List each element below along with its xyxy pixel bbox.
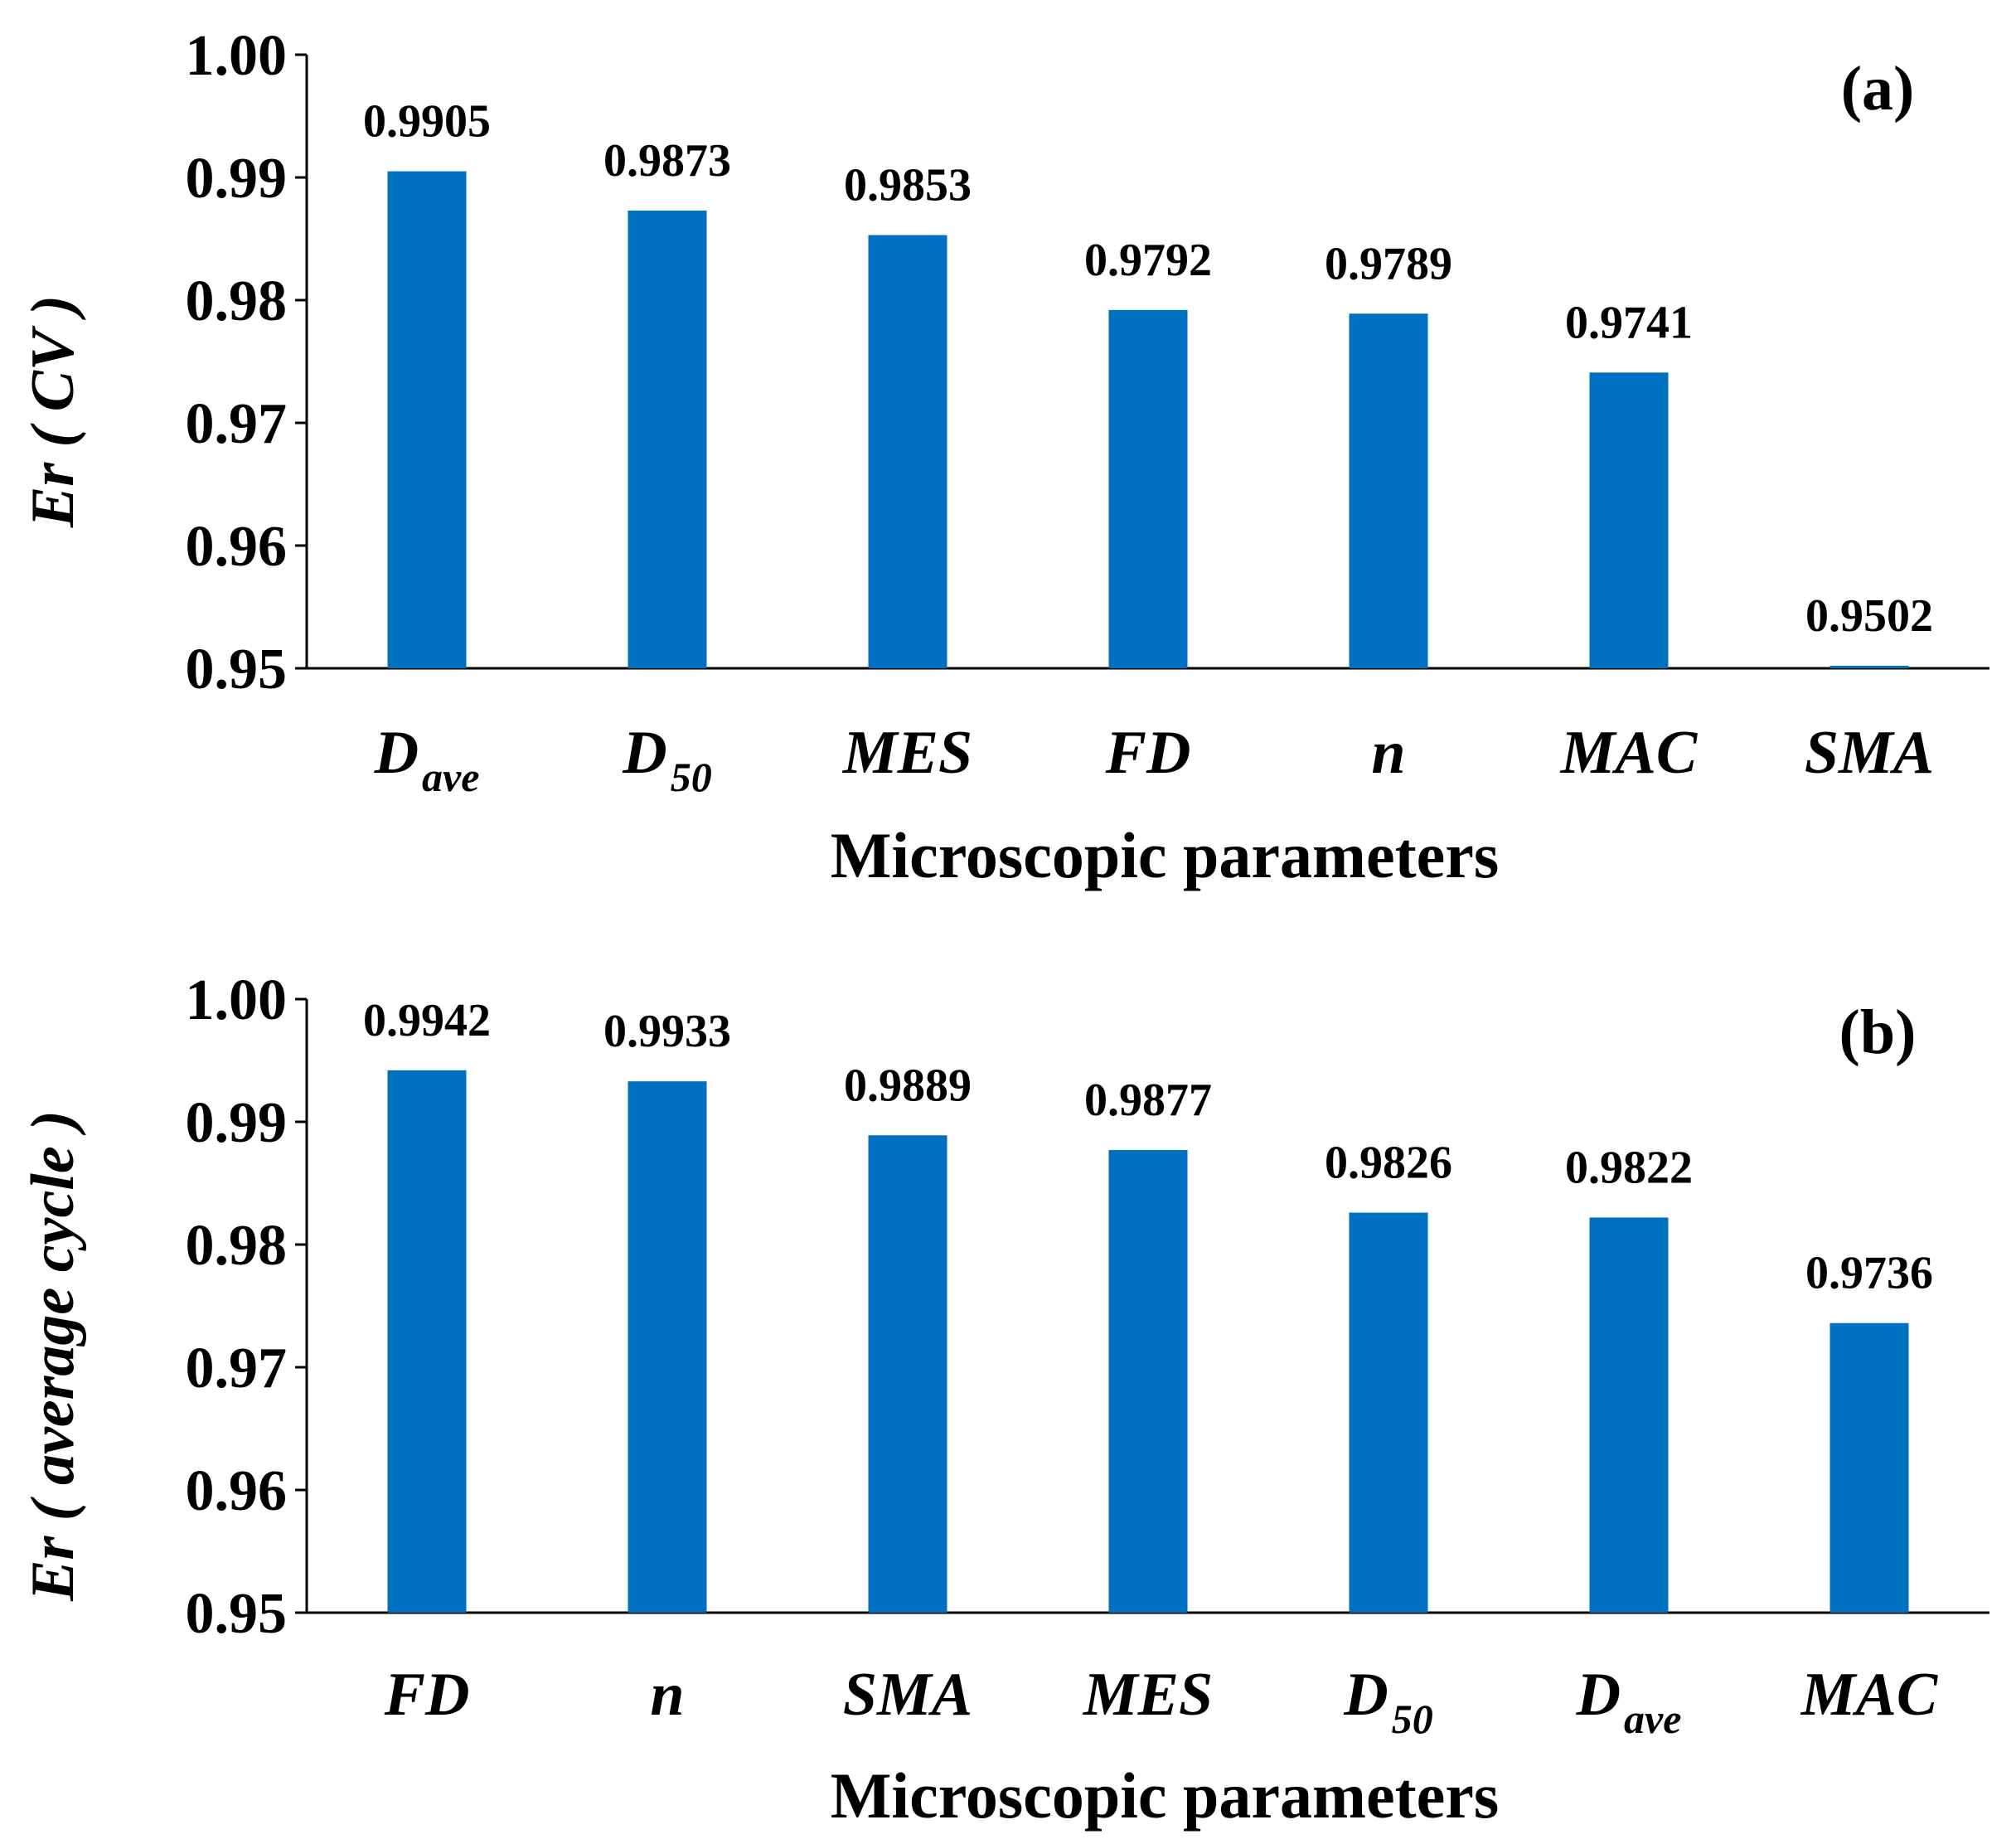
bar <box>1349 313 1428 668</box>
y-axis-title: Er ( CV ) <box>19 295 87 528</box>
bar <box>868 235 947 668</box>
data-label: 0.9502 <box>1805 590 1933 642</box>
y-tick-label: 1.00 <box>186 968 288 1032</box>
data-label: 0.9905 <box>363 96 491 148</box>
category-label: FD <box>1105 719 1191 787</box>
chart-panel-a: 0.95 0.96 0.97 0.98 0.99 1.00 0.9905 Dave 0.9873… <box>19 24 1989 891</box>
bar <box>1589 372 1669 668</box>
y-axis-title: Er ( average cycle ) <box>19 1110 87 1602</box>
category-label: MES <box>842 719 972 787</box>
category-label: Dave <box>374 719 480 800</box>
data-label: 0.9877 <box>1084 1075 1212 1126</box>
y-tick-label: 0.95 <box>186 638 288 701</box>
y-tick-label: 0.98 <box>186 269 288 333</box>
data-label: 0.9789 <box>1325 238 1452 289</box>
x-axis-title: Microscopic parameters <box>831 819 1499 891</box>
category-label: Dave <box>1576 1661 1682 1742</box>
data-label: 0.9873 <box>603 135 731 187</box>
y-tick-label: 0.97 <box>186 1337 288 1400</box>
data-label: 0.9889 <box>844 1060 972 1111</box>
data-label: 0.9736 <box>1805 1248 1933 1299</box>
y-tick-label: 0.98 <box>186 1214 288 1278</box>
bar <box>628 210 707 668</box>
y-tick-label: 1.00 <box>186 24 288 88</box>
y-tick-label: 0.95 <box>186 1582 288 1646</box>
data-label: 0.9822 <box>1565 1142 1693 1193</box>
data-label: 0.9792 <box>1084 235 1212 286</box>
bar <box>1589 1217 1669 1613</box>
y-tick-label: 0.99 <box>186 147 288 211</box>
y-tick-label: 0.97 <box>186 392 288 456</box>
chart-panel-b: 0.95 0.96 0.97 0.98 0.99 1.00 0.9942 FD 0.9933 n 0… <box>19 968 1989 1832</box>
data-label: 0.9826 <box>1325 1138 1452 1189</box>
category-label: MAC <box>1560 719 1699 787</box>
data-label: 0.9741 <box>1565 297 1693 348</box>
bar <box>1108 1150 1188 1613</box>
data-label: 0.9853 <box>844 160 972 211</box>
panel-label: (b) <box>1839 997 1917 1067</box>
data-label: 0.9942 <box>363 995 491 1046</box>
category-label: D50 <box>1343 1661 1432 1742</box>
data-label: 0.9933 <box>603 1006 731 1057</box>
bar <box>868 1135 947 1613</box>
category-label: n <box>650 1661 684 1729</box>
panel-label: (a) <box>1841 54 1915 124</box>
category-label: D50 <box>622 719 711 800</box>
bar <box>628 1081 707 1613</box>
category-label: MAC <box>1800 1661 1939 1729</box>
bar <box>387 171 467 669</box>
category-label: MES <box>1083 1661 1213 1729</box>
y-tick-label: 0.96 <box>186 1459 288 1523</box>
x-axis-title: Microscopic parameters <box>831 1759 1499 1832</box>
bar <box>1349 1212 1428 1613</box>
category-label: FD <box>384 1661 470 1729</box>
y-tick-label: 0.96 <box>186 515 288 579</box>
bar <box>387 1070 467 1613</box>
bar <box>1829 1322 1909 1613</box>
y-tick-label: 0.99 <box>186 1091 288 1155</box>
category-label: SMA <box>843 1661 972 1729</box>
category-label: SMA <box>1805 719 1934 787</box>
category-label: n <box>1371 719 1405 787</box>
bar <box>1829 666 1909 668</box>
bar <box>1108 309 1188 668</box>
